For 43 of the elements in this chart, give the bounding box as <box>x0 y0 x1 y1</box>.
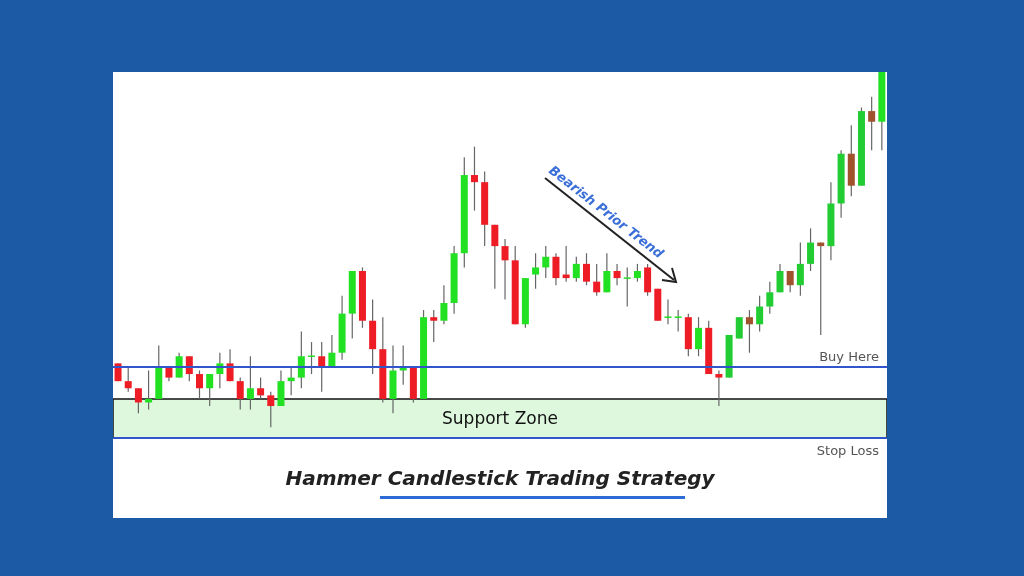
candlestick <box>430 309 438 343</box>
candlestick <box>470 146 478 212</box>
candlestick <box>491 224 499 290</box>
candlestick <box>134 387 142 414</box>
candlestick <box>297 330 305 389</box>
candlestick <box>807 227 815 272</box>
candlestick <box>328 334 336 368</box>
ref-line-label: Stop Loss <box>816 443 880 458</box>
candlestick <box>776 263 784 293</box>
candlestick <box>673 309 683 332</box>
candlestick <box>583 252 590 286</box>
candlestick <box>735 316 743 340</box>
candlestick <box>440 284 448 325</box>
candlestick <box>124 366 132 393</box>
candlestick <box>766 281 774 315</box>
candlestick <box>206 373 214 407</box>
candlestick <box>868 96 876 151</box>
candlestick <box>175 352 183 379</box>
text: Hammer Candlestick Trading Strategy <box>284 466 716 490</box>
candlestick <box>663 298 673 325</box>
band-label: Support Zone <box>442 408 558 429</box>
candlestick <box>501 238 509 301</box>
candlestick <box>542 245 550 279</box>
candlestick <box>695 316 703 357</box>
candlestick <box>715 369 723 407</box>
candlestick <box>196 369 203 400</box>
candlestick <box>756 295 764 332</box>
candlestick <box>796 241 804 297</box>
candlestick <box>572 256 580 283</box>
candlestick <box>552 252 560 286</box>
candlestick <box>532 252 540 290</box>
candlestick <box>185 355 193 382</box>
candlestick <box>745 309 753 354</box>
candlestick <box>267 391 275 428</box>
candlestick <box>613 263 621 286</box>
candlestick <box>593 263 601 297</box>
candlestick <box>603 252 611 293</box>
candlestick <box>622 266 632 308</box>
candlestick <box>318 341 326 393</box>
ref-line-label: Buy Here <box>819 348 879 364</box>
candlestick <box>236 376 244 411</box>
candlestick <box>257 376 265 400</box>
candlestick <box>246 355 254 411</box>
